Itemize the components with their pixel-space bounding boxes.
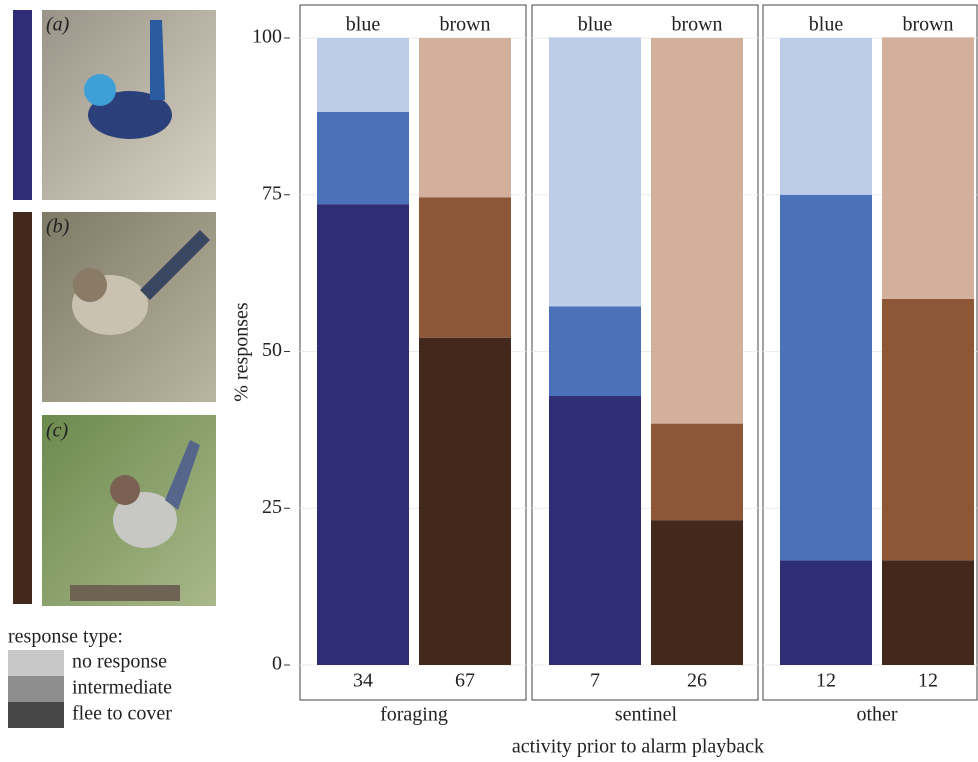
bar-segment	[780, 195, 872, 561]
y-tick-label: 50	[262, 339, 282, 361]
count-label: 67	[455, 670, 475, 692]
facet-label: other	[856, 704, 897, 726]
strip-label: brown	[671, 14, 722, 36]
panel-label: (c)	[46, 420, 69, 442]
legend-swatch	[8, 650, 64, 676]
strip-label: blue	[809, 14, 844, 36]
y-tick-label: 0	[272, 653, 282, 675]
legend-title: response type:	[8, 626, 123, 648]
bar-segment	[882, 37, 974, 298]
count-label: 12	[816, 670, 836, 692]
facet-label: foraging	[380, 704, 448, 726]
bar-segment	[780, 560, 872, 665]
y-tick-label: 100	[252, 26, 282, 48]
bar-segment	[780, 38, 872, 195]
bar-segment	[651, 38, 743, 424]
blue-strip	[13, 10, 32, 200]
photo-c	[42, 415, 216, 606]
photo-a	[42, 10, 216, 200]
count-label: 34	[353, 670, 373, 692]
strip-label: blue	[346, 14, 381, 36]
bar-segment	[882, 299, 974, 560]
photo-b	[42, 212, 216, 402]
legend-label: flee to cover	[72, 703, 172, 725]
bar-segment	[549, 37, 641, 306]
facet-label: sentinel	[615, 704, 678, 726]
y-tick-label: 25	[262, 496, 282, 518]
strip-label: brown	[902, 14, 953, 36]
bar-segment	[651, 424, 743, 521]
panel-label: (b)	[46, 216, 70, 238]
legend-label: no response	[72, 651, 167, 673]
strip-label: brown	[439, 14, 490, 36]
legend-label: intermediate	[72, 677, 172, 699]
bar-segment	[317, 38, 409, 112]
bar-segment	[419, 338, 511, 665]
bar-segment	[549, 396, 641, 665]
count-label: 26	[687, 670, 707, 692]
y-axis-title: % responses	[231, 302, 253, 402]
bar-segment	[549, 306, 641, 396]
strip-label: blue	[578, 14, 613, 36]
y-tick-label: 75	[262, 182, 282, 204]
count-label: 7	[590, 670, 600, 692]
bar-segment	[317, 204, 409, 665]
bar-segment	[419, 197, 511, 337]
legend-swatch	[8, 676, 64, 702]
bar-segment	[882, 560, 974, 665]
legend-swatch	[8, 702, 64, 728]
x-axis-title: activity prior to alarm playback	[512, 736, 764, 758]
brown-strip	[13, 212, 32, 604]
bar-segment	[419, 38, 511, 197]
bar-segment	[651, 520, 743, 665]
figure: (a) (b) (c) response type: no response inter…	[0, 0, 978, 762]
count-label: 12	[918, 670, 938, 692]
panel-label: (a)	[46, 14, 70, 36]
bar-segment	[317, 112, 409, 204]
